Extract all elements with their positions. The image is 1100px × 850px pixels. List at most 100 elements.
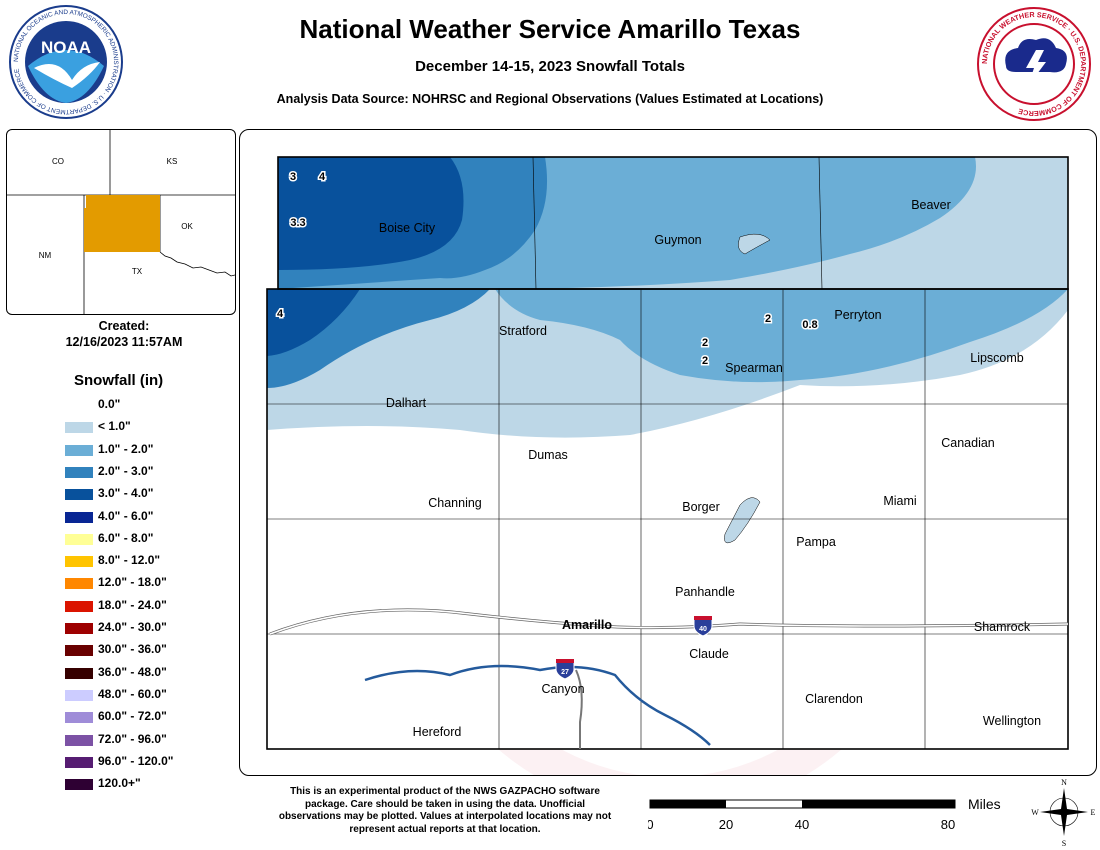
legend-label: < 1.0" bbox=[98, 419, 131, 434]
inset-label-co: CO bbox=[52, 157, 64, 166]
scale-tick-20: 20 bbox=[719, 817, 733, 832]
legend-item: 60.0" - 72.0" bbox=[65, 708, 265, 726]
legend-label: 36.0" - 48.0" bbox=[98, 664, 167, 679]
legend-swatch bbox=[65, 466, 93, 478]
city-label: Panhandle bbox=[675, 585, 735, 599]
legend-label: 0.0" bbox=[98, 397, 121, 411]
legend-label: 3.0" - 4.0" bbox=[98, 486, 154, 501]
snowfall-observation: 4 bbox=[277, 308, 284, 320]
scale-tick-40: 40 bbox=[795, 817, 809, 832]
created-datetime: 12/16/2023 11:57AM bbox=[65, 335, 183, 349]
panhandle-highlight bbox=[84, 208, 160, 252]
inset-label-tx: TX bbox=[132, 267, 143, 276]
legend-item: 18.0" - 24.0" bbox=[65, 597, 265, 615]
legend-item: 72.0" - 96.0" bbox=[65, 731, 265, 749]
snowfall-map: 40 27 Boise City Guymon Beaver Stratford Per… bbox=[239, 129, 1097, 776]
legend-swatch bbox=[65, 600, 93, 612]
legend-swatch bbox=[65, 667, 93, 679]
legend-label: 48.0" - 60.0" bbox=[98, 686, 167, 701]
legend-label: 24.0" - 30.0" bbox=[98, 620, 167, 634]
data-source-note: Analysis Data Source: NOHRSC and Regiona… bbox=[276, 92, 824, 106]
legend-swatch bbox=[65, 489, 93, 501]
legend-label: 18.0" - 24.0" bbox=[98, 597, 167, 612]
legend-item: 1.0" - 2.0" bbox=[65, 441, 265, 459]
page-title: National Weather Service Amarillo Texas bbox=[299, 14, 801, 44]
compass-n: N bbox=[1061, 778, 1067, 787]
created-stamp: Created: 12/16/2023 11:57AM bbox=[6, 318, 242, 350]
legend-label: 96.0" - 120.0" bbox=[98, 753, 174, 768]
nws-logo: NATIONAL WEATHER SERVICE · U.S. DEPARTME… bbox=[977, 7, 1091, 121]
snowfall-observation: 0.8 bbox=[802, 319, 817, 331]
city-label: Amarillo bbox=[562, 618, 612, 632]
city-label: Perryton bbox=[834, 308, 881, 322]
legend-item: 3.0" - 4.0" bbox=[65, 485, 265, 503]
legend-label: 1.0" - 2.0" bbox=[98, 441, 154, 456]
legend-item: < 1.0" bbox=[65, 418, 265, 436]
legend-swatch bbox=[65, 400, 93, 411]
city-label: Wellington bbox=[983, 714, 1041, 728]
legend-label: 60.0" - 72.0" bbox=[98, 709, 167, 724]
locator-inset-map: CO KS NM OK TX bbox=[6, 129, 236, 315]
city-label: Dumas bbox=[528, 448, 568, 462]
legend-swatch bbox=[65, 556, 93, 568]
legend-swatch bbox=[65, 533, 93, 545]
legend-swatch bbox=[65, 734, 93, 746]
legend-item: 36.0" - 48.0" bbox=[65, 664, 265, 682]
legend-item: 12.0" - 18.0" bbox=[65, 574, 265, 592]
city-label: Shamrock bbox=[974, 620, 1031, 634]
legend-swatch bbox=[65, 511, 93, 523]
city-label: Lipscomb bbox=[970, 351, 1024, 365]
city-label: Canyon bbox=[541, 682, 584, 696]
page-subtitle: December 14-15, 2023 Snowfall Totals bbox=[415, 58, 685, 75]
legend-label: 4.0" - 6.0" bbox=[98, 508, 154, 523]
compass-e: E bbox=[1091, 808, 1096, 817]
city-label: Miami bbox=[883, 494, 916, 508]
snowfall-observation: 3 bbox=[290, 171, 296, 183]
snowfall-observation: 4 bbox=[319, 171, 326, 183]
legend-label: 12.0" - 18.0" bbox=[98, 575, 167, 590]
inset-label-nm: NM bbox=[39, 251, 52, 260]
legend-swatch bbox=[65, 645, 93, 657]
city-label: Clarendon bbox=[805, 692, 863, 706]
scale-bar: 0 20 40 80 bbox=[646, 798, 958, 838]
legend-item: 6.0" - 8.0" bbox=[65, 530, 265, 548]
city-label: Canadian bbox=[941, 436, 995, 450]
legend-item: 48.0" - 60.0" bbox=[65, 686, 265, 704]
legend-swatch bbox=[65, 422, 93, 434]
city-label: Boise City bbox=[379, 221, 436, 235]
inset-label-ks: KS bbox=[167, 157, 178, 166]
noaa-center-text: NOAA bbox=[41, 38, 91, 57]
noaa-logo: NOAA NATIONAL OCEANIC AND ATMOSPHERIC AD… bbox=[9, 5, 123, 119]
snowfall-observation: 2 bbox=[765, 313, 771, 325]
city-label: Hereford bbox=[413, 725, 462, 739]
legend-item: 0.0" bbox=[65, 396, 265, 414]
legend-swatch bbox=[65, 444, 93, 456]
legend-swatch bbox=[65, 623, 93, 634]
i40-shield-label: 40 bbox=[699, 626, 707, 633]
i27-shield-label: 27 bbox=[561, 669, 569, 676]
legend-label: 72.0" - 96.0" bbox=[98, 731, 167, 746]
city-label: Spearman bbox=[725, 361, 783, 375]
compass-rose-icon: N S E W bbox=[1031, 778, 1096, 847]
legend-label: 8.0" - 12.0" bbox=[98, 553, 161, 568]
legend-item: 8.0" - 12.0" bbox=[65, 552, 265, 570]
city-label: Beaver bbox=[911, 198, 951, 212]
legend-item: 2.0" - 3.0" bbox=[65, 463, 265, 481]
scale-tick-0: 0 bbox=[648, 817, 654, 832]
legend-swatch bbox=[65, 578, 93, 590]
legend-swatch bbox=[65, 689, 93, 701]
i40-shield: 40 bbox=[693, 615, 713, 637]
i27-shield: 27 bbox=[555, 658, 575, 680]
legend-title: Snowfall (in) bbox=[74, 372, 164, 389]
city-label: Guymon bbox=[654, 233, 701, 247]
city-label: Claude bbox=[689, 647, 729, 661]
compass-w: W bbox=[1031, 808, 1039, 817]
legend-item: 96.0" - 120.0" bbox=[65, 753, 265, 771]
legend-swatch bbox=[65, 756, 93, 768]
snowfall-observation: 3.3 bbox=[290, 217, 305, 229]
created-label: Created: bbox=[98, 319, 150, 333]
city-label: Stratford bbox=[499, 324, 547, 338]
legend-item: 120.0+" bbox=[65, 775, 265, 793]
legend-item: 30.0" - 36.0" bbox=[65, 641, 265, 659]
legend-label: 6.0" - 8.0" bbox=[98, 530, 154, 545]
